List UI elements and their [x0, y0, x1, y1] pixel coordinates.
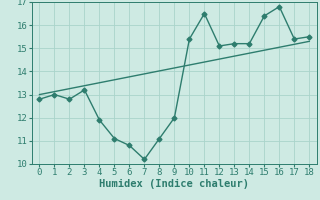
X-axis label: Humidex (Indice chaleur): Humidex (Indice chaleur)	[100, 179, 249, 189]
